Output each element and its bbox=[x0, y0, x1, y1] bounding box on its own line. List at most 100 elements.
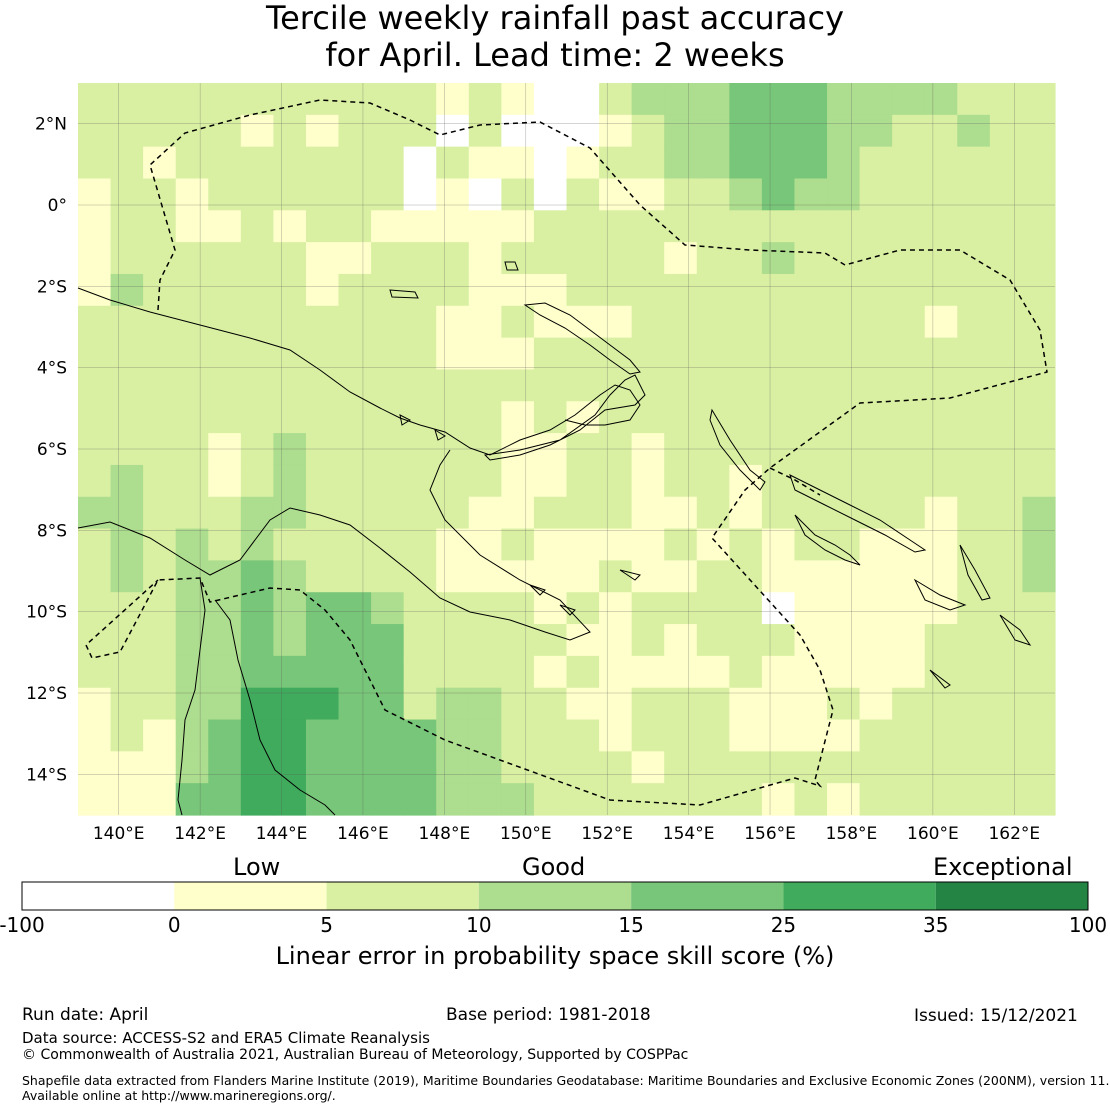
grid-cell bbox=[273, 687, 307, 721]
grid-cell bbox=[761, 719, 796, 752]
grid-cell bbox=[696, 751, 730, 784]
grid-cell bbox=[468, 178, 502, 211]
grid-cell bbox=[403, 433, 437, 466]
grid-cell bbox=[696, 337, 730, 371]
grid-cell bbox=[305, 401, 340, 434]
grid-cell bbox=[566, 655, 600, 689]
grid-cell bbox=[371, 114, 405, 148]
grid-cell bbox=[566, 401, 600, 434]
grid-cell bbox=[436, 655, 470, 689]
grid-cell bbox=[794, 401, 828, 434]
grid-cell bbox=[794, 210, 828, 243]
grid-cell bbox=[631, 464, 665, 498]
grid-cell bbox=[175, 337, 209, 371]
grid-cell bbox=[989, 751, 1024, 784]
grid-cell bbox=[468, 592, 502, 625]
grid-cell bbox=[631, 114, 665, 148]
grid-cell bbox=[175, 433, 209, 466]
grid-cell bbox=[78, 178, 112, 211]
grid-cell bbox=[892, 401, 926, 434]
grid-cell bbox=[208, 273, 242, 307]
grid-cell bbox=[794, 687, 828, 721]
grid-cell bbox=[208, 655, 242, 689]
grid-cell bbox=[761, 369, 796, 402]
grid-cell bbox=[696, 655, 730, 689]
y-tick-label: 2°N bbox=[35, 115, 67, 135]
grid-cell bbox=[501, 624, 535, 657]
grid-cell bbox=[208, 305, 242, 339]
grid-cell bbox=[240, 592, 274, 625]
grid-cell bbox=[566, 210, 600, 243]
grid-cell bbox=[859, 528, 893, 561]
grid-cell bbox=[208, 496, 242, 530]
grid-cell bbox=[566, 624, 600, 657]
grid-cell bbox=[924, 687, 958, 721]
grid-cell bbox=[501, 687, 535, 721]
grid-cell bbox=[338, 273, 372, 307]
grid-cell bbox=[599, 592, 633, 625]
grid-cell bbox=[533, 687, 568, 721]
grid-cell bbox=[305, 369, 340, 402]
grid-cell bbox=[794, 751, 828, 784]
grid-cell bbox=[305, 337, 340, 371]
grid-cell bbox=[631, 242, 665, 275]
grid-cell bbox=[338, 337, 372, 371]
grid-cell bbox=[533, 178, 568, 211]
grid-cell bbox=[729, 146, 763, 180]
grid-cell bbox=[403, 655, 437, 689]
grid-cell bbox=[599, 337, 633, 371]
grid-cell bbox=[436, 210, 470, 243]
grid-cell bbox=[175, 369, 209, 402]
grid-cell bbox=[729, 210, 763, 243]
grid-cell bbox=[501, 305, 535, 339]
grid-cell bbox=[729, 401, 763, 434]
grid-cell bbox=[143, 687, 177, 721]
grid-cell bbox=[240, 178, 274, 211]
colorbar-tick-label: 15 bbox=[618, 913, 643, 937]
grid-cell bbox=[533, 496, 568, 530]
grid-cell bbox=[501, 719, 535, 752]
grid-cell bbox=[924, 401, 958, 434]
grid-cell bbox=[501, 210, 535, 243]
grid-cell bbox=[533, 305, 568, 339]
grid-cell bbox=[403, 83, 437, 116]
grid-cell bbox=[208, 783, 242, 816]
grid-cell bbox=[110, 401, 144, 434]
grid-cell bbox=[208, 210, 242, 243]
grid-cell bbox=[664, 464, 698, 498]
x-tick-label: 156°E bbox=[744, 824, 796, 844]
grid-cell bbox=[501, 401, 535, 434]
skill-grid bbox=[78, 83, 1056, 816]
grid-cell bbox=[240, 305, 274, 339]
grid-cell bbox=[240, 401, 274, 434]
grid-cell bbox=[892, 433, 926, 466]
grid-cell bbox=[273, 433, 307, 466]
grid-cell bbox=[208, 719, 242, 752]
grid-cell bbox=[468, 464, 502, 498]
grid-cell bbox=[729, 178, 763, 211]
grid-cell bbox=[338, 369, 372, 402]
grid-cell bbox=[924, 114, 958, 148]
grid-cell bbox=[631, 560, 665, 593]
grid-cell bbox=[501, 146, 535, 180]
grid-cell bbox=[566, 433, 600, 466]
colorbar-tick-label: 5 bbox=[320, 913, 333, 937]
grid-cell bbox=[566, 464, 600, 498]
grid-cell bbox=[859, 592, 893, 625]
grid-cell bbox=[924, 83, 958, 116]
grid-cell bbox=[859, 433, 893, 466]
grid-cell bbox=[143, 83, 177, 116]
grid-cell bbox=[794, 178, 828, 211]
grid-cell bbox=[957, 178, 991, 211]
grid-cell bbox=[631, 496, 665, 530]
grid-cell bbox=[371, 178, 405, 211]
grid-cell bbox=[403, 496, 437, 530]
grid-cell bbox=[892, 624, 926, 657]
grid-cell bbox=[1022, 337, 1056, 371]
grid-cell bbox=[273, 624, 307, 657]
grid-cell bbox=[957, 528, 991, 561]
grid-cell bbox=[338, 528, 372, 561]
grid-cell bbox=[664, 687, 698, 721]
grid-cell bbox=[566, 83, 600, 116]
grid-cell bbox=[729, 273, 763, 307]
